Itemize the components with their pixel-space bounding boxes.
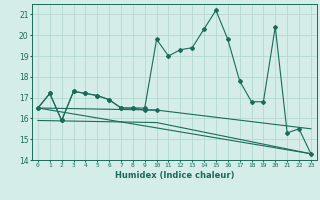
X-axis label: Humidex (Indice chaleur): Humidex (Indice chaleur): [115, 171, 234, 180]
